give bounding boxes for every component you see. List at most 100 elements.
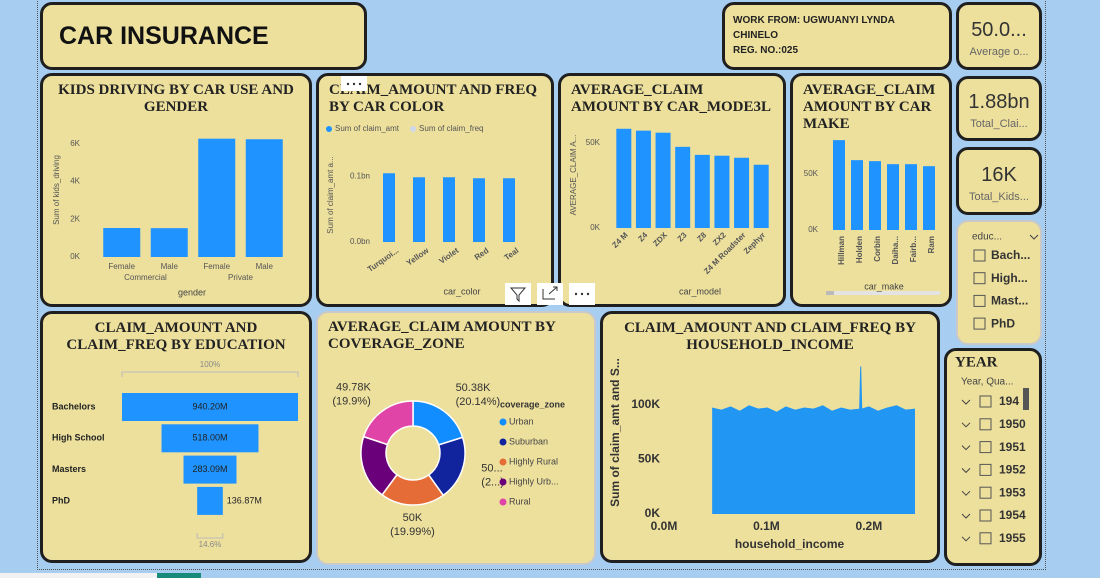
page-tabs[interactable] (0, 573, 200, 578)
author-line: WORK FROM: UGWUANYI LYNDA (733, 15, 895, 26)
bar (734, 157, 750, 228)
expand-chevron[interactable] (961, 399, 971, 405)
slicer-subtitle: Year, Qua... (961, 377, 1013, 388)
expand-chevron[interactable] (961, 445, 971, 451)
chart-title: AVERAGE_CLAIM AMOUNT BY COVERAGE_ZONE (328, 319, 556, 352)
category-label: PhD (52, 495, 71, 505)
x-tick-label: Z8 (695, 230, 708, 243)
x-tick-label: Z4 (636, 230, 649, 243)
bar (833, 140, 845, 230)
checkbox[interactable] (979, 463, 992, 476)
kpi-card: 1.88bn Total_Clai... (956, 76, 1042, 141)
bar (473, 178, 485, 242)
bar (413, 177, 425, 242)
data-label: 50... (481, 463, 502, 475)
filter-icon[interactable] (505, 283, 531, 305)
y-tick-label: 50K (804, 169, 819, 178)
slicer-item[interactable]: PhD (991, 316, 1015, 330)
expand-chevron[interactable] (961, 468, 971, 474)
x-axis-label: car_make (864, 281, 904, 291)
scrollbar[interactable] (826, 291, 940, 295)
y-axis-label: Sum of claim_amt and S... (608, 358, 622, 507)
funnel-bottom-label: 14.6% (199, 540, 222, 549)
x-tick-label: Male (161, 262, 179, 271)
data-label-percent: (2...) (481, 477, 504, 489)
bar (887, 164, 899, 230)
y-tick-label: 0K (645, 506, 661, 520)
slicer-item[interactable]: Mast... (991, 294, 1028, 308)
x-tick-label: Fairb... (909, 236, 918, 262)
y-tick-label: 0.1bn (350, 171, 370, 180)
education-slicer (956, 220, 1042, 345)
checkbox[interactable] (979, 395, 992, 408)
active-page-tab[interactable] (157, 573, 201, 578)
slicer-item[interactable]: High... (991, 271, 1028, 285)
x-tick-label: Red (473, 246, 491, 262)
x-tick-label: 0.0M (651, 519, 678, 533)
funnel-bracket (121, 371, 299, 377)
chart-title: CLAIM_AMOUNT AND CLAIM_FREQ BY EDUCATION (66, 320, 286, 353)
category-label: Bachelors (52, 401, 96, 411)
x-tick-label: Zephyr (742, 231, 767, 256)
value-label: 940.20M (192, 401, 227, 411)
kpi-label: Total_Kids... (969, 191, 1029, 203)
legend-marker (499, 498, 507, 506)
kpi-label: Average o... (969, 46, 1029, 58)
dots (346, 82, 362, 86)
funnel-top-label: 100% (200, 360, 220, 369)
dropdown-chevron[interactable] (1029, 234, 1039, 240)
checkbox[interactable] (979, 509, 992, 522)
y-tick-label: 0K (70, 252, 80, 261)
y-axis-label: Sum of kids_driving (52, 155, 61, 225)
checkbox[interactable] (973, 249, 986, 262)
x-tick-label: Female (108, 262, 135, 271)
x-tick-label: Holden (855, 236, 864, 263)
expand-chevron[interactable] (961, 536, 971, 542)
data-label: 50.38K (456, 382, 492, 394)
author-box: WORK FROM: UGWUANYI LYNDA CHINELO REG. N… (722, 2, 952, 70)
scrollbar-thumb[interactable] (826, 291, 834, 295)
y-tick-label: 4K (70, 177, 80, 186)
checkbox[interactable] (973, 272, 986, 285)
data-label-percent: (19.9%) (332, 396, 371, 408)
expand-chevron[interactable] (961, 513, 971, 519)
checkbox[interactable] (979, 532, 992, 545)
slicer-item[interactable]: 194 (999, 394, 1019, 408)
x-group-label: Private (228, 273, 253, 282)
chart-title: KIDS DRIVING BY CAR USE AND GENDER (58, 82, 294, 115)
filter-glyph (509, 287, 527, 303)
slicer-title: YEAR (955, 354, 998, 370)
funnel-bar (161, 424, 259, 453)
slicer-item[interactable]: 1954 (999, 508, 1026, 522)
slicer-item[interactable]: 1950 (999, 417, 1026, 431)
expand-chevron[interactable] (961, 490, 971, 496)
checkbox[interactable] (973, 294, 986, 307)
expand-chevron[interactable] (961, 422, 971, 428)
bar (694, 154, 710, 228)
slicer-item[interactable]: 1952 (999, 463, 1026, 477)
checkbox[interactable] (979, 418, 992, 431)
slicer-item[interactable]: 1953 (999, 485, 1026, 499)
checkbox[interactable] (979, 441, 992, 454)
scrollbar-thumb[interactable] (1023, 388, 1029, 410)
x-tick-label: Male (256, 262, 274, 271)
year-slicer (944, 348, 1042, 566)
author-line: CHINELO (733, 30, 778, 41)
author-line: REG. NO.:025 (733, 45, 799, 56)
checkbox[interactable] (979, 486, 992, 499)
bar (198, 138, 236, 257)
x-axis-label: car_color (443, 286, 480, 296)
x-tick-label: Z3 (676, 230, 689, 243)
checkbox[interactable] (973, 317, 986, 330)
y-tick-label: 50K (586, 138, 601, 147)
slicer-item[interactable]: 1951 (999, 440, 1026, 454)
value-label: 283.09M (192, 464, 227, 474)
slicer-item[interactable]: Bach... (991, 248, 1030, 262)
slicer-item[interactable]: 1955 (999, 531, 1026, 545)
legend-label: Suburban (509, 436, 548, 446)
x-tick-label: Teal (503, 246, 521, 262)
focus-icon[interactable] (537, 283, 563, 305)
x-tick-label: 0.1M (753, 519, 780, 533)
